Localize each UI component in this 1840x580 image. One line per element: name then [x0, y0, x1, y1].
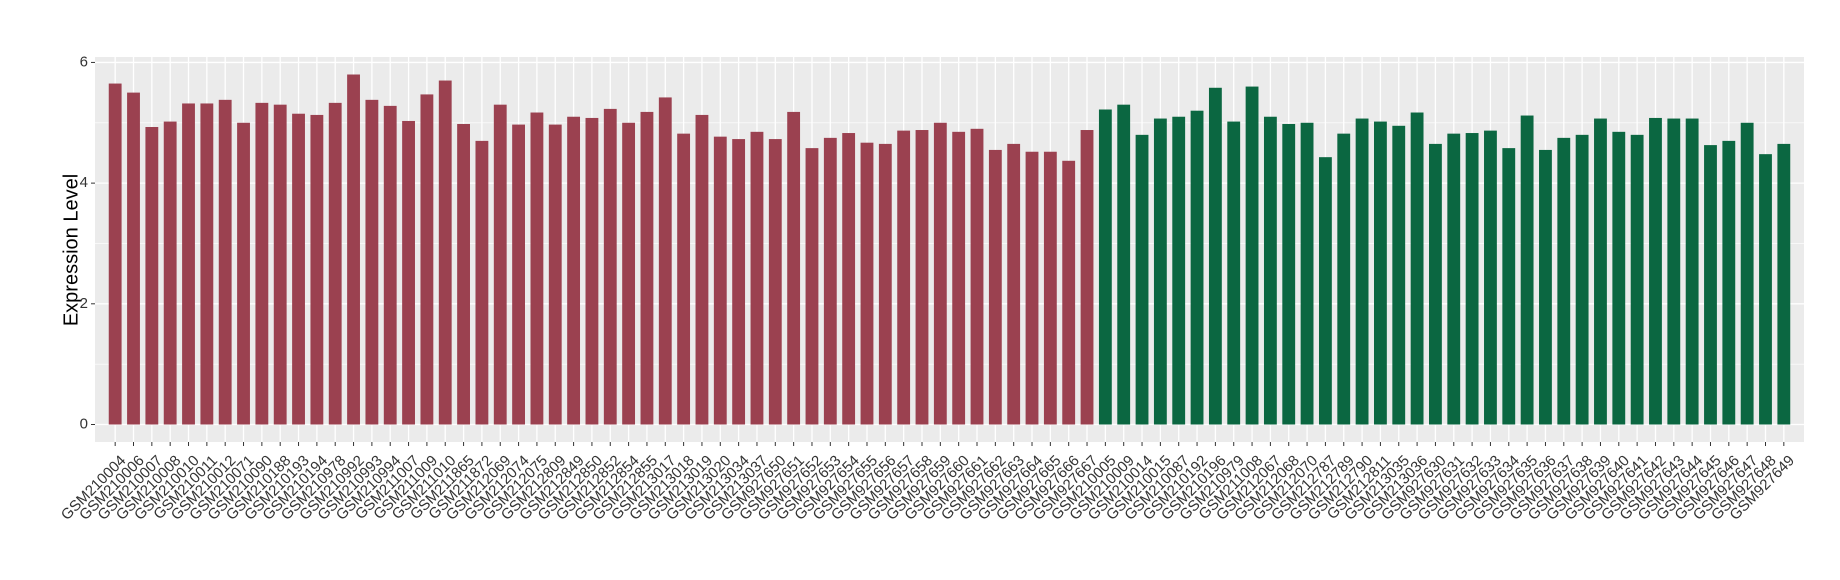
bar — [1575, 134, 1589, 425]
bar — [383, 105, 397, 425]
bar — [970, 128, 984, 425]
y-tick-label: 4 — [80, 174, 88, 191]
bar — [1300, 122, 1314, 425]
bar — [1777, 143, 1791, 425]
bar — [108, 83, 122, 425]
bar — [640, 111, 654, 425]
bar — [255, 102, 269, 425]
bar — [1630, 134, 1644, 425]
bar — [1373, 121, 1387, 425]
bar — [1227, 121, 1241, 425]
bar — [163, 121, 177, 425]
bar — [1282, 123, 1296, 425]
bar — [658, 97, 672, 425]
bar — [933, 122, 947, 425]
bar — [622, 122, 636, 425]
bar — [1190, 110, 1204, 425]
bar — [328, 102, 342, 425]
bar — [1245, 86, 1259, 425]
bar — [1465, 133, 1479, 425]
bar — [1098, 109, 1112, 425]
bar — [1667, 118, 1681, 425]
bar — [1410, 112, 1424, 425]
bar — [512, 124, 526, 425]
bar — [237, 122, 250, 425]
bar — [1172, 116, 1186, 425]
bar — [1685, 118, 1699, 425]
bar — [145, 127, 159, 425]
bar — [1759, 154, 1772, 425]
bar — [200, 103, 214, 425]
bar — [1502, 148, 1516, 425]
bar — [475, 140, 489, 425]
plot-background — [95, 57, 1804, 442]
bar — [273, 104, 287, 425]
bar — [402, 120, 415, 425]
bar — [1520, 115, 1534, 425]
bar — [292, 113, 305, 425]
bar — [713, 136, 727, 425]
bar — [182, 103, 195, 425]
bar — [860, 142, 874, 425]
bar — [768, 139, 782, 425]
bar — [530, 112, 544, 425]
bar — [1025, 151, 1039, 425]
bar — [457, 123, 470, 425]
bar — [493, 104, 507, 425]
bar — [1704, 145, 1717, 425]
bar — [548, 124, 562, 425]
bar — [1740, 122, 1754, 425]
y-tick-label: 0 — [80, 415, 88, 432]
bar — [988, 149, 1002, 425]
bar — [1007, 143, 1021, 425]
bar — [1612, 131, 1626, 425]
bar — [1539, 149, 1552, 425]
bar — [603, 108, 617, 425]
bar — [677, 133, 691, 425]
bar — [567, 116, 581, 425]
y-axis-title: Expression Level — [60, 174, 82, 326]
bar — [310, 114, 324, 425]
bar — [1080, 130, 1094, 425]
bar — [218, 99, 232, 425]
bar — [750, 131, 764, 425]
bar — [1557, 137, 1571, 425]
bar — [695, 114, 709, 425]
bar — [1208, 87, 1222, 425]
bar — [897, 130, 911, 425]
bar — [420, 94, 434, 425]
bar — [1263, 116, 1277, 425]
bar — [585, 117, 599, 425]
bar — [1355, 118, 1369, 425]
bar — [805, 148, 819, 425]
bar — [1062, 160, 1076, 425]
bar — [1484, 130, 1497, 425]
bar — [1392, 125, 1406, 425]
bar — [1153, 118, 1167, 425]
bar — [915, 130, 929, 425]
bar — [878, 143, 892, 425]
bar — [1337, 133, 1351, 425]
bar — [1649, 117, 1662, 425]
bar — [842, 133, 856, 425]
bar — [732, 139, 746, 425]
bar — [1117, 104, 1131, 425]
bar — [1429, 143, 1442, 425]
bar — [952, 131, 966, 425]
bar — [1318, 157, 1332, 425]
bar — [127, 92, 140, 425]
bar — [438, 80, 452, 425]
bar — [347, 74, 360, 425]
y-tick-label: 6 — [80, 53, 88, 70]
bar — [365, 99, 379, 425]
bar — [1135, 134, 1149, 425]
bar — [1722, 140, 1736, 425]
bar — [823, 137, 837, 425]
bar — [1594, 118, 1607, 425]
bar — [1447, 133, 1461, 425]
bar — [1043, 151, 1057, 425]
y-tick-label: 2 — [80, 295, 88, 312]
bar — [787, 111, 801, 425]
